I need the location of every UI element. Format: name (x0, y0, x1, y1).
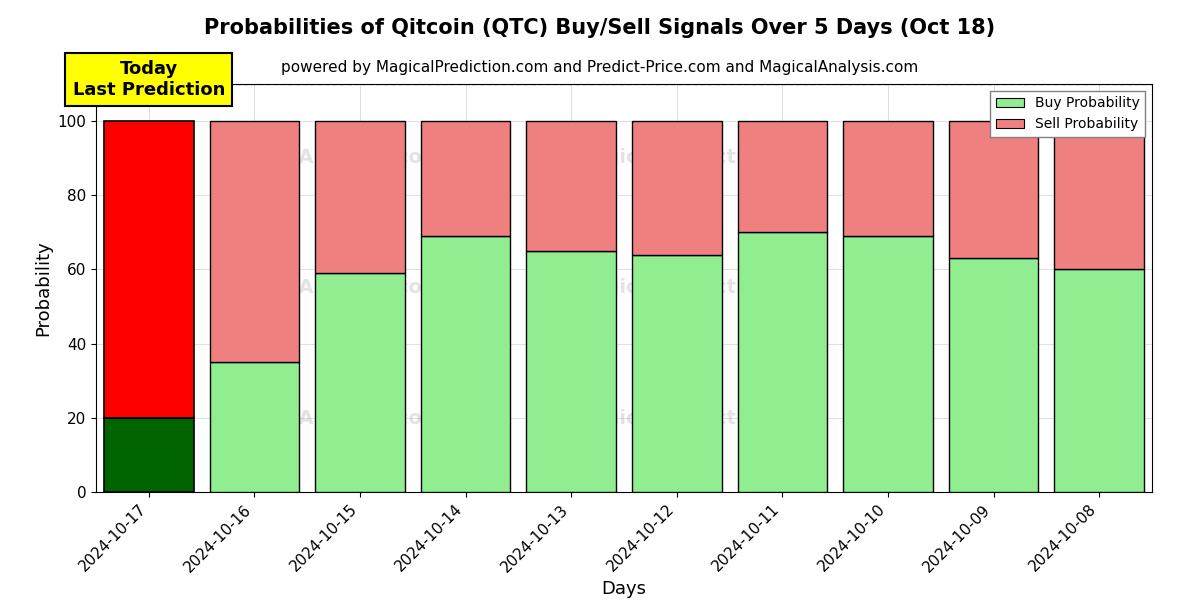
Bar (210, 362, 299, 492)
Bar (949, 259, 1038, 492)
Text: Probabilities of Qitcoin (QTC) Buy/Sell Signals Over 5 Days (Oct 18): Probabilities of Qitcoin (QTC) Buy/Sell … (204, 18, 996, 38)
Bar (1055, 121, 1144, 269)
Bar (316, 121, 404, 273)
Text: MagicalPrediction.com: MagicalPrediction.com (574, 409, 823, 428)
Bar (527, 121, 616, 251)
Text: MagicalPrediction.com: MagicalPrediction.com (574, 278, 823, 298)
Bar (104, 121, 193, 418)
Bar (316, 273, 404, 492)
Bar (738, 232, 827, 492)
Bar (421, 236, 510, 492)
Y-axis label: Probability: Probability (34, 240, 52, 336)
Text: MagicalAnalysis.com: MagicalAnalysis.com (214, 278, 443, 298)
Bar (632, 121, 721, 254)
Bar (632, 254, 721, 492)
Bar (527, 251, 616, 492)
Bar (738, 121, 827, 232)
Text: powered by MagicalPrediction.com and Predict-Price.com and MagicalAnalysis.com: powered by MagicalPrediction.com and Pre… (281, 60, 919, 75)
Legend: Buy Probability, Sell Probability: Buy Probability, Sell Probability (990, 91, 1145, 137)
Bar (949, 121, 1038, 259)
Bar (844, 121, 932, 236)
Text: MagicalAnalysis.com: MagicalAnalysis.com (214, 148, 443, 167)
Text: MagicalPrediction.com: MagicalPrediction.com (574, 148, 823, 167)
Bar (844, 236, 932, 492)
Bar (210, 121, 299, 362)
Bar (104, 418, 193, 492)
Bar (1055, 269, 1144, 492)
Text: Today
Last Prediction: Today Last Prediction (73, 60, 224, 99)
X-axis label: Days: Days (601, 580, 647, 598)
Bar (421, 121, 510, 236)
Text: MagicalAnalysis.com: MagicalAnalysis.com (214, 409, 443, 428)
